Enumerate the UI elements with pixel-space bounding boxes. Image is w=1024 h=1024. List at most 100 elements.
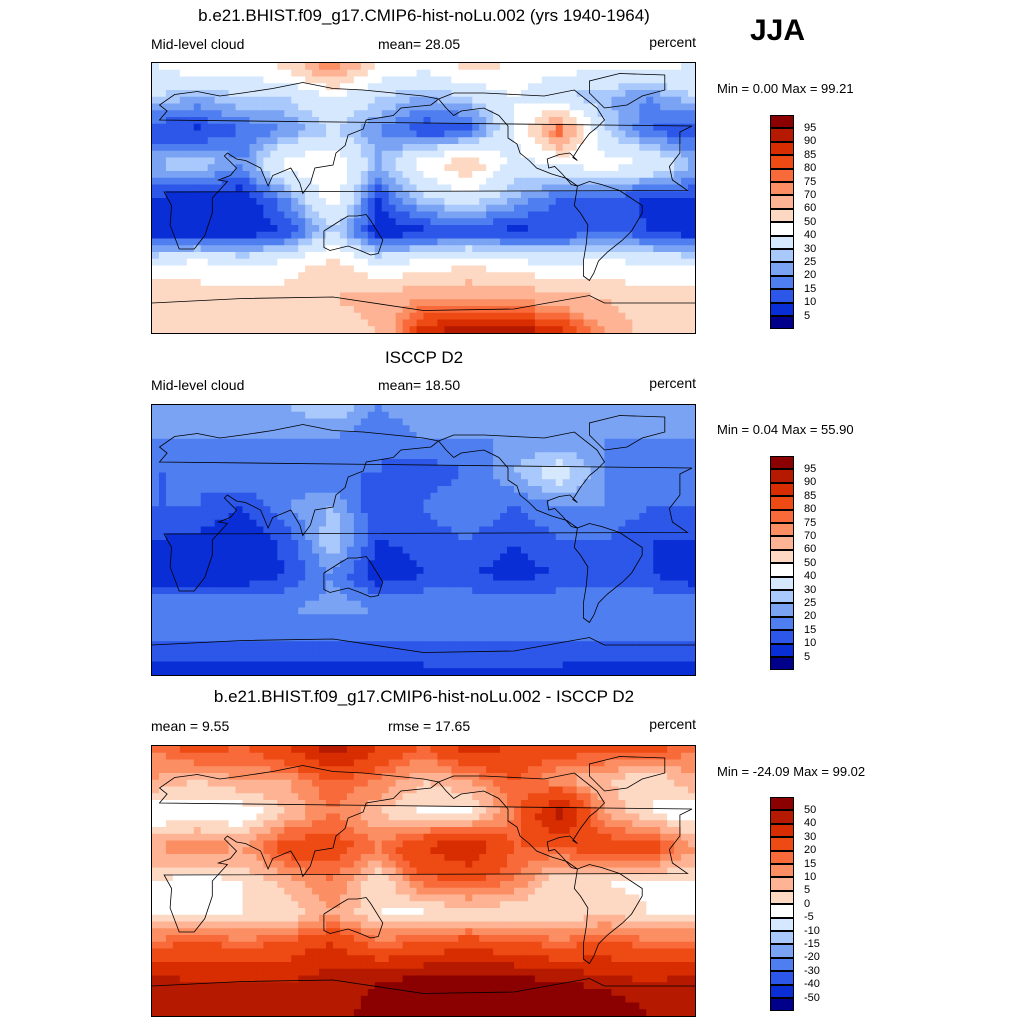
map-cell: [346, 63, 355, 71]
map-cell: [193, 546, 202, 555]
map-cell: [367, 96, 376, 105]
map-cell: [639, 292, 647, 300]
map-cell: [667, 96, 675, 105]
map-cell: [298, 540, 306, 548]
map-cell: [486, 299, 494, 307]
map-cell: [597, 171, 606, 179]
map-cell: [242, 225, 251, 233]
map-cell: [152, 117, 160, 125]
map-cell: [437, 546, 445, 555]
map-cell: [562, 157, 571, 165]
map-cell: [186, 499, 195, 507]
map-cell: [165, 83, 174, 91]
map-cell: [576, 171, 585, 179]
map-cell: [402, 110, 411, 118]
map-cell: [590, 218, 599, 226]
map-cell: [367, 285, 376, 294]
map-cell: [367, 418, 376, 426]
map-cell: [632, 157, 640, 165]
map-cell: [312, 63, 320, 71]
map-cell: [152, 499, 160, 507]
map-cell: [534, 83, 543, 91]
map-cell: [298, 69, 306, 78]
map-cell: [298, 63, 306, 71]
map-cell: [256, 519, 264, 528]
colorbar-swatch: [770, 289, 794, 303]
map-cell: [451, 513, 459, 521]
map-cell: [653, 231, 661, 240]
map-cell: [263, 252, 271, 260]
map-cell: [604, 191, 613, 199]
map-cell: [611, 204, 620, 213]
map-cell: [548, 432, 557, 440]
map-cell: [228, 225, 237, 233]
map-cell: [423, 279, 432, 287]
map-cell: [611, 272, 620, 280]
map-cell: [555, 137, 564, 145]
map-cell: [346, 137, 355, 145]
map-cell: [186, 272, 195, 280]
map-cell: [277, 69, 285, 78]
map-cell: [493, 204, 501, 213]
map-cell: [214, 157, 223, 165]
map-cell: [486, 526, 494, 534]
map-cell: [500, 130, 508, 138]
map-cell: [186, 479, 195, 487]
map-cell: [548, 90, 557, 98]
map-cell: [249, 452, 258, 460]
map-cell: [326, 418, 334, 426]
map-cell: [319, 299, 327, 307]
map-cell: [214, 225, 223, 233]
map-cell: [179, 479, 188, 487]
map-cell: [353, 69, 362, 78]
map-cell: [165, 252, 174, 260]
map-cell: [165, 76, 174, 84]
map-cell: [555, 191, 564, 199]
map-cell: [562, 69, 571, 78]
map-cell: [597, 519, 606, 528]
map-cell: [527, 218, 536, 226]
map-cell: [604, 405, 613, 413]
map-cell: [291, 157, 299, 165]
map-cell: [444, 238, 452, 246]
map-cell: [207, 164, 216, 172]
map-cell: [249, 90, 258, 98]
map-cell: [611, 418, 620, 426]
map-cell: [221, 312, 230, 321]
map-cell: [193, 177, 202, 186]
map-cell: [688, 198, 695, 206]
map-cell: [207, 411, 216, 420]
map-cell: [639, 553, 647, 561]
map-cell: [235, 452, 244, 460]
map-cell: [395, 411, 404, 420]
map-cell: [611, 123, 620, 132]
map-cell: [514, 299, 522, 307]
map-cell: [465, 319, 473, 327]
map-cell: [291, 137, 299, 145]
map-cell: [256, 96, 264, 105]
map-cell: [527, 211, 536, 219]
map-cell: [193, 272, 202, 280]
map-cell: [360, 285, 369, 294]
map-cell: [186, 157, 195, 165]
map-cell: [221, 499, 230, 507]
map-cell: [256, 279, 264, 287]
map-cell: [367, 499, 376, 507]
map-cell: [242, 258, 251, 267]
map-cell: [221, 245, 230, 253]
map-cell: [597, 299, 606, 307]
map-cell: [604, 144, 613, 152]
map-cell: [430, 438, 439, 447]
map-cell: [193, 90, 202, 98]
map-cell: [409, 157, 418, 165]
map-cell: [534, 103, 543, 111]
map-cell: [186, 137, 195, 145]
map-cell: [472, 326, 480, 333]
map-cell: [507, 63, 515, 71]
map-cell: [430, 123, 439, 132]
map-cell: [597, 90, 606, 98]
map-cell: [576, 459, 585, 467]
map-cell: [305, 191, 313, 199]
map-cell: [674, 83, 682, 91]
map-cell: [298, 83, 306, 91]
